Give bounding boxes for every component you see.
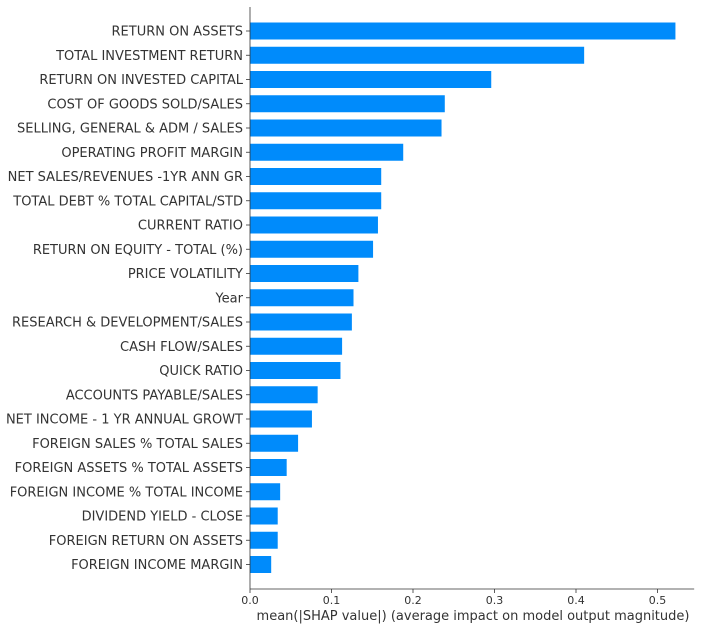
bar	[250, 95, 445, 113]
bar	[250, 531, 278, 549]
category-label: COST OF GOODS SOLD/SALES	[47, 97, 243, 112]
category-label: Year	[214, 291, 243, 306]
x-tick-label: 0.3	[486, 594, 504, 607]
category-label: RETURN ON ASSETS	[112, 25, 244, 40]
x-tick-label: 0.4	[567, 594, 585, 607]
category-label: RETURN ON EQUITY - TOTAL (%)	[33, 243, 243, 258]
bar	[250, 71, 492, 88]
bar	[250, 386, 318, 404]
category-label: TOTAL INVESTMENT RETURN	[55, 49, 243, 64]
category-label: TOTAL DEBT % TOTAL CAPITAL/STD	[12, 194, 243, 209]
bar	[250, 119, 442, 137]
bar	[250, 313, 352, 331]
category-label: SELLING, GENERAL & ADM / SALES	[17, 122, 243, 137]
category-label: FOREIGN ASSETS % TOTAL ASSETS	[15, 461, 243, 476]
category-label: OPERATING PROFIT MARGIN	[61, 146, 243, 161]
bar	[250, 289, 354, 307]
bar	[250, 22, 676, 40]
x-tick-label: 0.1	[323, 594, 341, 607]
category-label: NET SALES/REVENUES -1YR ANN GR	[8, 170, 243, 185]
bar	[250, 507, 278, 525]
category-label: RESEARCH & DEVELOPMENT/SALES	[12, 316, 243, 331]
category-label: QUICK RATIO	[159, 364, 243, 379]
category-label: FOREIGN INCOME MARGIN	[71, 558, 243, 573]
category-label: CURRENT RATIO	[138, 219, 243, 234]
bar	[250, 168, 382, 185]
x-ticks-group: 0.0 0.1 0.2 0.3 0.4 0.5	[241, 589, 666, 607]
bar	[250, 410, 312, 428]
bar	[250, 434, 299, 452]
category-labels-group: RETURN ON ASSETS TOTAL INVESTMENT RETURN R…	[6, 25, 250, 573]
category-label: FOREIGN INCOME % TOTAL INCOME	[10, 485, 243, 500]
x-axis-title: mean(|SHAP value|) (average impact on mo…	[257, 609, 690, 624]
bar	[250, 216, 378, 234]
bars-group	[250, 22, 676, 573]
bar	[250, 337, 343, 355]
bar	[250, 483, 281, 501]
category-label: ACCOUNTS PAYABLE/SALES	[66, 388, 243, 403]
category-label: PRICE VOLATILITY	[128, 267, 243, 282]
category-label: RETURN ON INVESTED CAPITAL	[39, 73, 243, 88]
x-tick-label: 0.5	[649, 594, 667, 607]
bar	[250, 240, 374, 258]
x-tick-label: 0.0	[241, 594, 259, 607]
bar	[250, 265, 359, 282]
bar	[250, 362, 341, 379]
category-label: FOREIGN SALES % TOTAL SALES	[32, 437, 243, 452]
category-label: NET INCOME - 1 YR ANNUAL GROWT	[6, 413, 243, 428]
bar	[250, 459, 287, 476]
bar	[250, 556, 272, 573]
category-label: DIVIDEND YIELD - CLOSE	[82, 510, 243, 525]
bar	[250, 46, 585, 64]
bar	[250, 192, 382, 210]
bar	[250, 143, 404, 161]
category-label: CASH FLOW/SALES	[120, 340, 243, 355]
x-tick-label: 0.2	[404, 594, 422, 607]
category-label: FOREIGN RETURN ON ASSETS	[49, 534, 243, 549]
